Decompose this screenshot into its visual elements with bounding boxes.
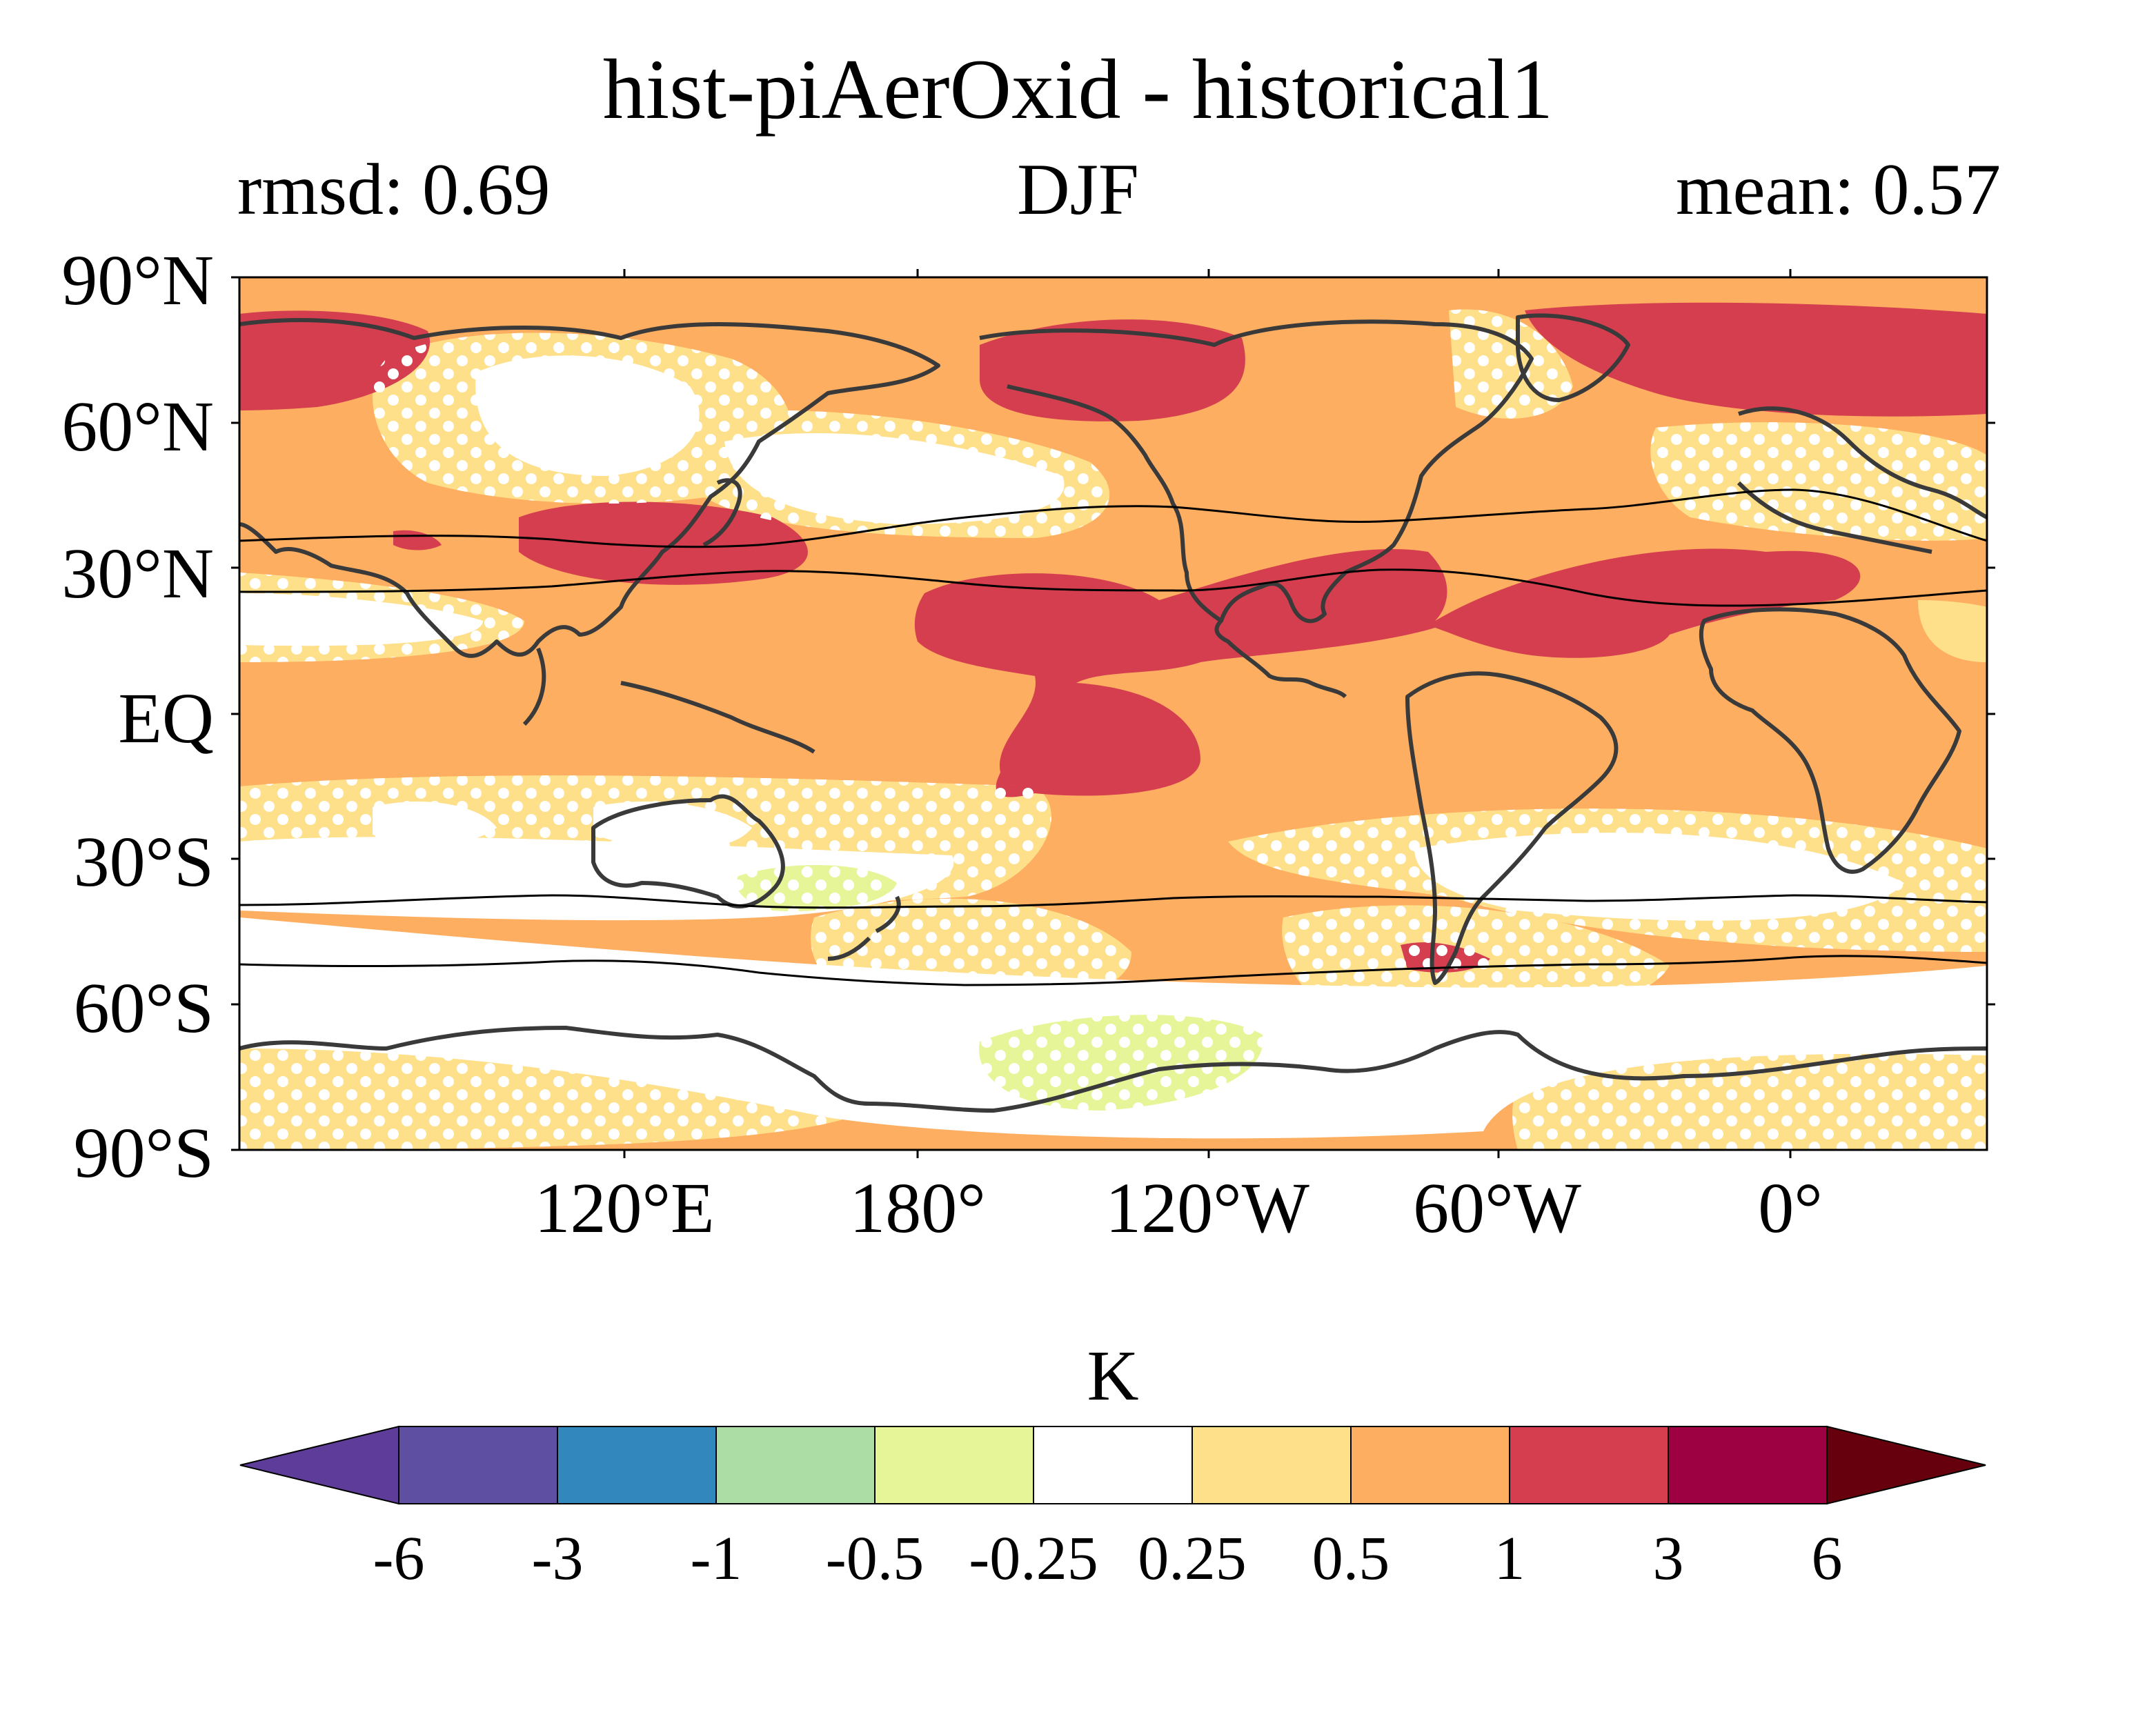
colorbar-tick: -0.5 xyxy=(825,1524,924,1593)
jet-lines xyxy=(239,488,1987,986)
lon-label-120e: 120°E xyxy=(534,1169,715,1248)
season-label: DJF xyxy=(1017,149,1139,230)
coast-antarctica xyxy=(239,1026,1987,1113)
colorbar-segment xyxy=(1033,1426,1193,1504)
coast-africa xyxy=(1699,607,1961,874)
lat-label-60n: 60°N xyxy=(61,387,214,466)
lat-label-30s: 30°S xyxy=(73,822,214,902)
nh-jet-lower xyxy=(239,568,1987,607)
coast-greenland xyxy=(1516,313,1630,402)
colorbar-extend-high xyxy=(1826,1425,1986,1505)
colorbar-segment xyxy=(1668,1426,1828,1504)
rmsd-label: rmsd: 0.69 xyxy=(237,149,551,230)
nh-jet-upper xyxy=(239,488,1987,548)
colorbar-segment xyxy=(715,1426,876,1504)
colorbar-segment xyxy=(1509,1426,1669,1504)
colorbar-tick: 0.5 xyxy=(1312,1524,1390,1593)
colorbar-tick: -3 xyxy=(531,1524,584,1593)
colorbar-tick: -6 xyxy=(373,1524,425,1593)
sh-jet-lower xyxy=(239,955,1987,986)
figure-title: hist-piAerOxid - historical1 xyxy=(602,42,1554,137)
lon-label-0: 0° xyxy=(1758,1169,1823,1248)
colorbar-segment xyxy=(1350,1426,1510,1504)
coast-new-zealand xyxy=(827,895,901,961)
lat-label-90n: 90°N xyxy=(61,241,214,320)
colorbar-segment xyxy=(874,1426,1034,1504)
coast-south-america xyxy=(1405,671,1619,985)
lat-label-90s: 90°S xyxy=(73,1113,214,1193)
colorbar-tick: -0.25 xyxy=(969,1524,1098,1593)
colorbar-tick: -1 xyxy=(690,1524,742,1593)
map-field xyxy=(239,277,1987,1150)
coast-eurasia xyxy=(239,318,940,658)
sh-jet-upper xyxy=(239,894,1987,909)
lat-label-eq: EQ xyxy=(118,679,214,758)
lon-label-120w: 120°W xyxy=(1105,1169,1309,1248)
coast-north-america xyxy=(979,319,1534,699)
coast-europe xyxy=(1737,406,1987,554)
colorbar xyxy=(239,1425,1986,1505)
colorbar-tick: 3 xyxy=(1652,1524,1684,1593)
coast-australia xyxy=(591,794,785,908)
coast-se-asia xyxy=(522,647,815,754)
colorbar-tick: 1 xyxy=(1494,1524,1525,1593)
lon-label-180: 180° xyxy=(849,1169,986,1248)
colorbar-tick: 0.25 xyxy=(1138,1524,1247,1593)
lon-label-60w: 60°W xyxy=(1413,1169,1581,1248)
coastlines xyxy=(239,313,1987,1113)
colorbar-tick: 6 xyxy=(1811,1524,1843,1593)
colorbar-unit: K xyxy=(1087,1336,1139,1415)
mean-label: mean: 0.57 xyxy=(1676,149,2001,230)
colorbar-segment xyxy=(1191,1426,1352,1504)
colorbar-segment xyxy=(557,1426,717,1504)
lat-label-30n: 30°N xyxy=(61,534,214,613)
coast-japan xyxy=(702,478,742,547)
colorbar-segment xyxy=(398,1426,558,1504)
lat-label-60s: 60°S xyxy=(73,968,214,1048)
colorbar-extend-low xyxy=(239,1425,399,1505)
axis-ticks xyxy=(231,269,1995,1158)
